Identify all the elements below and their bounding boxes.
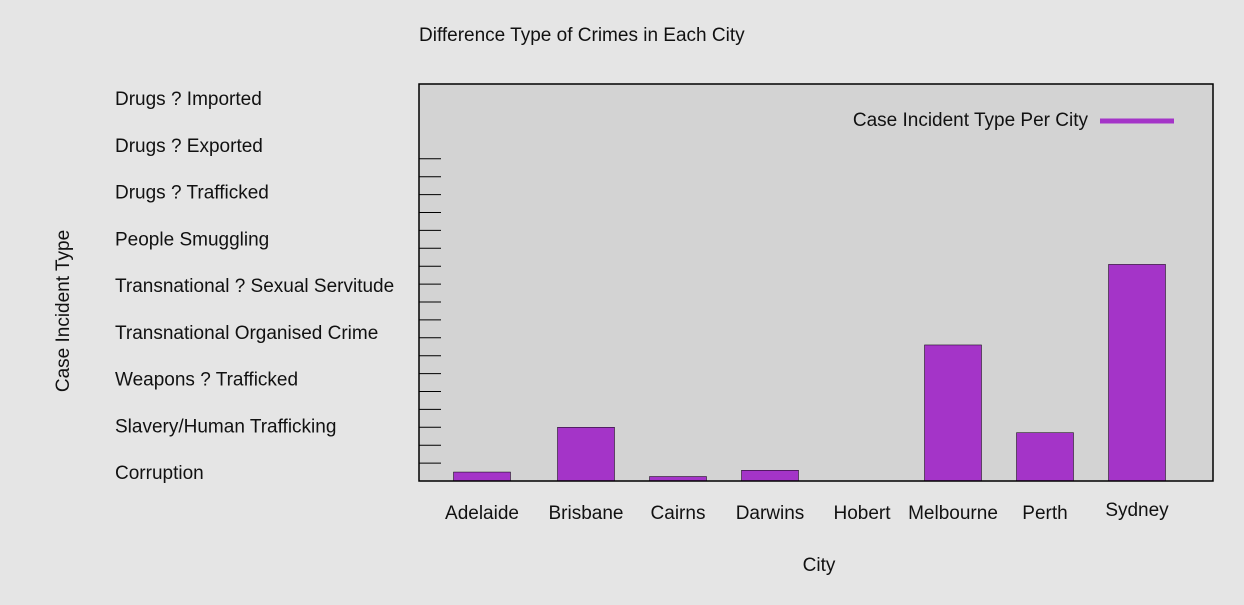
x-tick-label: Melbourne [908,503,998,524]
x-tick-label: Hobert [833,503,891,524]
y-ticks [419,158,441,482]
bar-sydney [1108,264,1166,482]
y-axis-label: Case Incident Type [53,230,74,392]
x-tick-label: Darwins [736,503,805,524]
bar-brisbane [557,427,615,482]
y-tick-label: Drugs ? Trafficked [115,183,269,204]
x-tick-label: Cairns [651,503,706,524]
y-tick-label: Drugs ? Exported [115,136,263,157]
bar-darwins [741,470,799,482]
bar-perth [1016,432,1074,482]
y-tick-label: Corruption [115,463,204,484]
y-tick-labels: Corruption Slavery/Human Trafficking Weapo… [115,89,394,484]
y-tick-label: Drugs ? Imported [115,89,262,110]
y-tick-label: Transnational ? Sexual Servitude [115,276,394,297]
y-tick-label: People Smuggling [115,229,269,250]
x-tick-labels: Adelaide Brisbane Cairns Darwins Hobert Melbo… [445,500,1169,524]
legend: Case Incident Type Per City [853,110,1174,131]
chart-title: Difference Type of Crimes in Each City [419,25,745,46]
y-tick-label: Slavery/Human Trafficking [115,416,336,437]
x-tick-label: Brisbane [549,503,624,524]
plot-area [419,84,1213,481]
x-tick-label: Adelaide [445,503,519,524]
y-tick-label: Weapons ? Trafficked [115,370,298,391]
bars [453,264,1166,482]
bar-adelaide [453,471,511,482]
bar-melbourne [924,344,982,482]
y-tick-label: Transnational Organised Crime [115,323,378,344]
plot-frame [418,83,1214,482]
x-tick-label: Sydney [1105,500,1169,521]
x-tick-label: Perth [1022,503,1067,524]
x-axis-label: City [803,555,836,576]
legend-label: Case Incident Type Per City [853,110,1089,131]
